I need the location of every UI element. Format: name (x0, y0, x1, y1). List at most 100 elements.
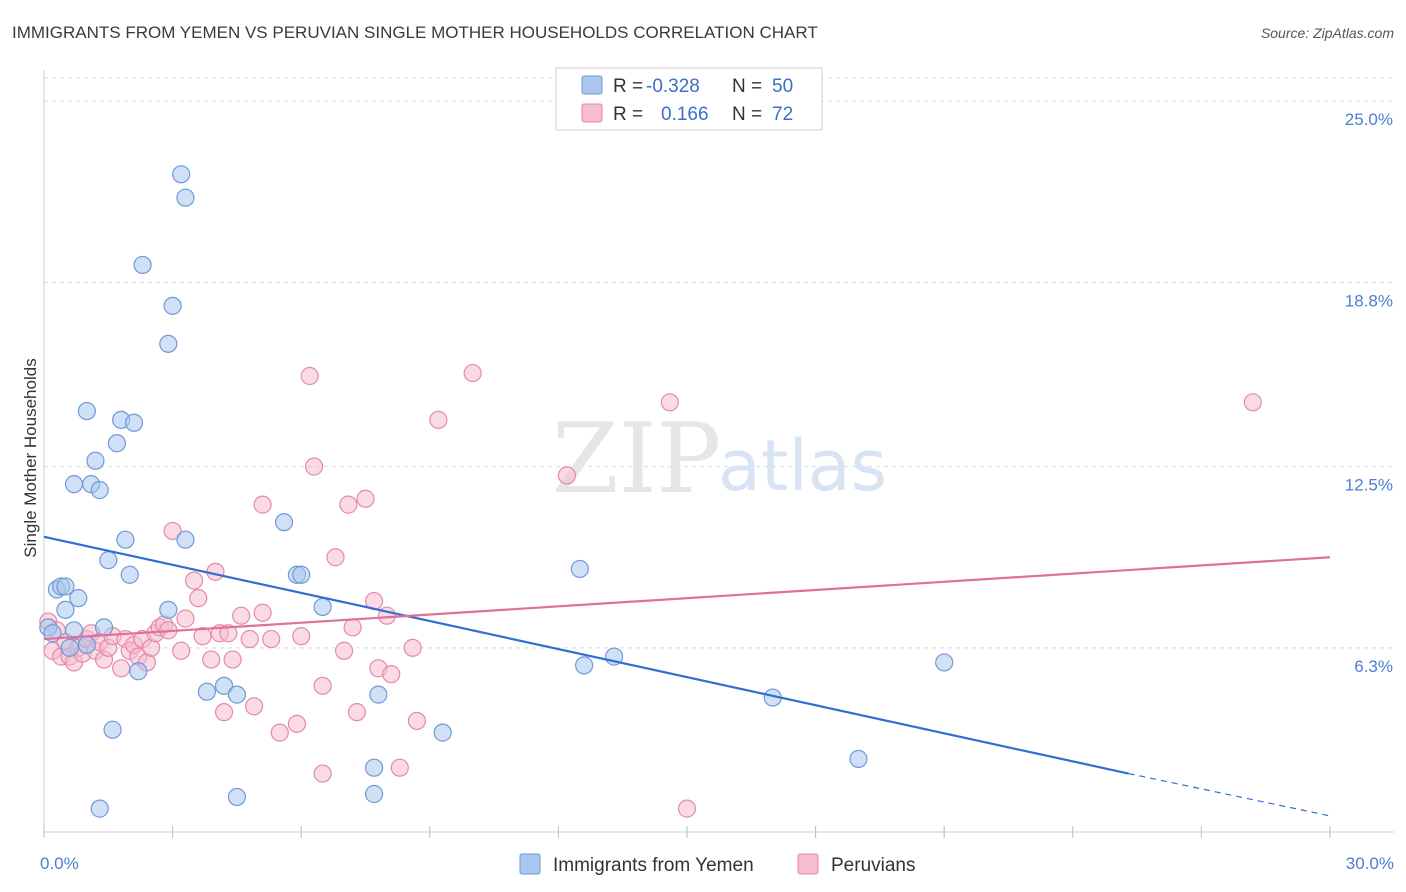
yemen-point-40 (369, 685, 388, 704)
peruvians-point-67 (463, 363, 482, 383)
y-tick-label-2: 18.8% (1345, 291, 1393, 310)
legend-r-value-1: -0.328 (646, 76, 700, 97)
peruvians-point-43 (253, 603, 272, 622)
peruvians-point-29 (172, 641, 191, 660)
yemen-point-10 (77, 401, 96, 421)
peruvians-point-50 (304, 457, 324, 476)
watermark-zip: ZIP (552, 403, 721, 515)
yemen-point-26 (159, 334, 178, 353)
peruvians-point-69 (660, 393, 679, 412)
peruvians-point-63 (390, 758, 409, 777)
yemen-point-11 (77, 635, 96, 655)
y-tick-label-3: 25.0% (1345, 110, 1393, 129)
yemen-point-34 (227, 787, 246, 807)
peruvians-point-54 (334, 641, 354, 660)
yemen-point-18 (107, 434, 126, 453)
peruvians-point-55 (339, 495, 358, 514)
yemen-point-25 (159, 600, 178, 619)
yemen-point-44 (575, 656, 594, 675)
peruvians-point-32 (189, 589, 208, 608)
peruvians-point-16 (112, 659, 131, 678)
bottom-legend: Immigrants from Yemen Peruvians (519, 853, 916, 876)
yemen-point-27 (163, 296, 182, 315)
peruvians-point-53 (326, 548, 345, 567)
yemen-point-23 (129, 662, 148, 681)
peruvians-point-28 (163, 521, 182, 541)
yemen-point-49 (90, 799, 109, 818)
trend-lines (43, 535, 1331, 817)
legend-box: R = -0.328 N = 50 R = 0.166 N = 72 (555, 67, 823, 131)
peruvians-point-68 (557, 466, 577, 485)
yemen-point-14 (90, 480, 109, 500)
bottom-legend-label-peruvians: Peruvians (831, 855, 916, 876)
peruvians-point-38 (219, 624, 238, 643)
legend-r-label-2: R = (613, 104, 643, 125)
peruvians-point-37 (214, 703, 234, 722)
yemen-point-21 (120, 565, 139, 584)
yemen-point-29 (176, 188, 195, 207)
legend-n-label-2: N = (732, 104, 762, 125)
x-tick-label-0: 0.0% (40, 854, 79, 873)
peruvians-point-39 (223, 650, 242, 669)
y-tick-label-1: 12.5% (1345, 476, 1393, 495)
peruvians-point-70 (677, 799, 697, 818)
yemen-point-35 (274, 513, 294, 532)
legend-r-label-1: R = (613, 76, 643, 97)
yemen-point-13 (86, 451, 105, 470)
peruvians-point-45 (262, 629, 281, 649)
yemen-point-15 (94, 618, 114, 637)
peruvians-point-65 (407, 711, 427, 731)
peruvians-point-58 (356, 489, 375, 508)
bottom-legend-label-yemen: Immigrants from Yemen (553, 855, 754, 876)
yemen-point-28 (172, 165, 191, 184)
trend-line-yemen-extension (1128, 772, 1331, 817)
yemen-point-22 (124, 413, 144, 432)
chart-title: IMMIGRANTS FROM YEMEN VS PERUVIAN SINGLE… (12, 23, 818, 42)
y-tick-label-0: 6.3% (1354, 657, 1393, 676)
series-points-yemen (39, 165, 954, 818)
trend-line-yemen (43, 535, 1129, 775)
yemen-point-31 (197, 682, 216, 701)
peruvians-point-64 (403, 638, 422, 657)
series-points-peruvians (39, 363, 1262, 818)
yemen-point-32 (214, 676, 234, 695)
watermark-atlas: atlas (718, 425, 887, 507)
peruvians-point-51 (313, 676, 332, 695)
peruvians-point-71 (1243, 393, 1262, 412)
legend-n-value-2: 72 (772, 104, 793, 125)
legend-r-value-2: 0.166 (661, 104, 709, 125)
yemen-point-33 (227, 685, 246, 704)
peruvians-point-34 (202, 650, 221, 669)
peruvians-point-62 (382, 665, 401, 684)
peruvians-point-46 (270, 723, 289, 742)
legend-swatch-pink (581, 103, 603, 123)
watermark: ZIP atlas (552, 403, 887, 515)
peruvians-point-30 (176, 609, 195, 628)
peruvians-point-40 (232, 606, 251, 625)
peruvians-point-42 (244, 697, 264, 716)
y-tick-labels: 6.3% 12.5% 18.8% 25.0% (1345, 110, 1393, 676)
yemen-point-38 (313, 597, 332, 617)
y-axis-label: Single Mother Households (21, 358, 40, 557)
yemen-point-24 (133, 255, 152, 275)
x-axis-ticks: 0.0% 30.0% (40, 826, 1394, 873)
peruvians-point-47 (287, 714, 307, 733)
peruvians-point-49 (300, 366, 319, 386)
yemen-point-4 (56, 577, 75, 596)
yemen-point-47 (849, 749, 868, 769)
peruvians-point-48 (292, 627, 311, 646)
peruvians-point-33 (193, 627, 212, 646)
yemen-point-7 (64, 621, 84, 640)
bottom-legend-swatch-blue (519, 853, 541, 875)
peruvians-point-56 (343, 618, 362, 637)
grid-lines (44, 77, 1394, 649)
peruvians-point-66 (429, 410, 448, 429)
yemen-point-16 (99, 551, 118, 570)
yemen-point-30 (176, 530, 195, 549)
bottom-legend-swatch-pink (797, 853, 819, 875)
yemen-point-20 (116, 530, 135, 549)
peruvians-point-44 (253, 495, 272, 514)
legend-swatch-blue (581, 75, 603, 95)
peruvians-point-31 (184, 571, 204, 590)
